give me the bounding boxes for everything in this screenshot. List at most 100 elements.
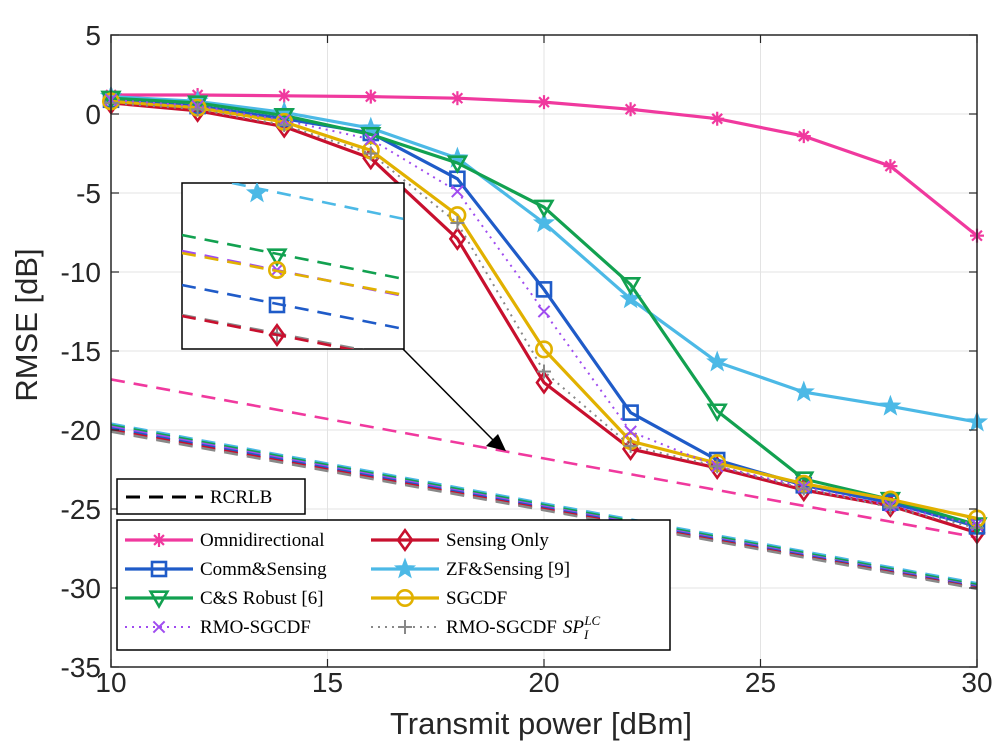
legend-label-1-left: Comm&Sensing [200, 559, 327, 580]
arrow-head [486, 434, 506, 451]
series-line-2 [110, 98, 978, 528]
point-7-1 [190, 102, 205, 117]
legend-marker-1-left [150, 560, 168, 578]
point-0-9 [883, 159, 898, 174]
point-7-3 [363, 146, 378, 161]
point-5-5 [534, 340, 553, 359]
legend-label-0-left: Omnidirectional [200, 530, 325, 551]
point-3-9 [879, 394, 902, 416]
point-7-9 [883, 500, 898, 515]
point-0-7 [710, 111, 725, 126]
legend-crlb-label: RCRLB [210, 487, 272, 508]
point-0-6 [623, 102, 638, 117]
x-tick-label-0: 10 [95, 667, 126, 698]
point-6-4 [451, 185, 464, 198]
legend-entry-1-left: Comm&Sensing [125, 559, 327, 580]
inset-marker-1 [266, 248, 288, 268]
legend-label-0-right: Sensing Only [446, 530, 549, 551]
series-line-1 [110, 101, 978, 535]
series-line-4 [110, 96, 978, 527]
legend-entry-2-right: SGCDF [371, 588, 507, 609]
y-tick-label-8: -35 [61, 652, 101, 683]
zoom-arrow [402, 348, 506, 451]
legend-label-3-right: RMO-SGCDF SPILC [446, 613, 601, 642]
inset-line-4 [182, 283, 404, 331]
point-4-6 [619, 277, 642, 296]
inset-content [182, 183, 404, 349]
legend-marker-2-left [148, 590, 170, 610]
y-tick-label-6: -25 [61, 494, 101, 525]
legend-marker-2-right [395, 588, 414, 607]
point-6-3 [364, 132, 378, 146]
inset-line-1 [182, 233, 404, 281]
arrow-shaft [402, 348, 495, 442]
series-line-5 [110, 99, 978, 521]
crlb-line-6 [110, 430, 978, 591]
tick-labels: 10 15 20 25 30 5 0 -5 -10 -15 -20 -25 -30 -35 [61, 20, 993, 698]
x-tick-label-2: 20 [528, 667, 559, 698]
inset-marker-6 [268, 322, 286, 348]
inset-line-0 [231, 183, 404, 221]
legend-marker-0-right [396, 527, 414, 553]
y-tick-label-2: -5 [76, 178, 101, 209]
legend-math-sub: I [583, 627, 589, 642]
legend-entry-0-right: Sensing Only [371, 527, 549, 553]
point-4-8 [793, 471, 815, 491]
y-tick-label-3: -10 [61, 257, 101, 288]
legend-label-2-right: SGCDF [446, 588, 507, 609]
point-4-4 [446, 155, 469, 175]
legend-crlb-box [116, 478, 306, 515]
legend-entry-3-right: RMO-SGCDF SPILC [371, 613, 601, 642]
zoom-inset [181, 182, 405, 350]
point-0-2 [277, 88, 292, 103]
legend-entry-3-left: RMO-SGCDF [125, 617, 311, 638]
inset-line-3 [182, 251, 404, 297]
point-1-5 [535, 370, 553, 395]
point-3-8 [792, 380, 815, 402]
point-7-7 [710, 459, 725, 474]
legend-entry-1-right: ZF&Sensing [9] [371, 557, 570, 580]
legend-crlb: RCRLB [116, 478, 306, 515]
inset-marker-4 [268, 296, 286, 314]
legend-marker-3-left [152, 620, 166, 634]
x-tick-label-4: 30 [961, 667, 992, 698]
legend-label-3-left: RMO-SGCDF [200, 617, 311, 638]
y-tick-label-1: 0 [85, 99, 101, 130]
point-7-5 [537, 364, 551, 379]
point-0-8 [796, 129, 811, 144]
y-tick-label-0: 5 [85, 20, 101, 51]
point-7-4 [450, 216, 465, 231]
legend-label-1-right: ZF&Sensing [9] [446, 559, 570, 580]
crlb-line-1 [110, 422, 978, 585]
legend-marker-3-right [398, 620, 412, 634]
y-axis-label: RMSE [dB] [9, 248, 44, 401]
x-axis-label: Transmit power [dBm] [390, 706, 692, 741]
point-3-5 [532, 211, 556, 233]
point-1-4 [448, 226, 466, 251]
legend-math-sup: LC [583, 613, 600, 628]
series-lines [99, 85, 989, 545]
point-6-5 [537, 305, 551, 318]
point-0-4 [450, 91, 465, 106]
legend-label-2-left: C&S Robust [6] [200, 588, 324, 609]
inset-marker-0 [245, 183, 269, 203]
crlb-line-2 [110, 423, 978, 587]
point-3-7 [706, 350, 729, 372]
point-4-5 [533, 199, 555, 219]
x-tick-label-3: 25 [745, 667, 776, 698]
series-4 [100, 90, 988, 536]
legend-marker-0-left [152, 533, 166, 547]
point-2-5 [535, 281, 553, 298]
axes [110, 34, 978, 668]
point-2-6 [622, 404, 639, 421]
crlb-line-0 [110, 378, 978, 539]
inset-frame [181, 182, 405, 350]
y-tick-label-7: -30 [61, 573, 101, 604]
point-7-2 [277, 118, 292, 133]
inset-marker-3 [267, 260, 286, 279]
x-tick-label-1: 15 [312, 667, 343, 698]
point-4-1 [186, 95, 209, 114]
legend-marker-1-right [393, 557, 417, 579]
point-6-6 [624, 425, 637, 438]
